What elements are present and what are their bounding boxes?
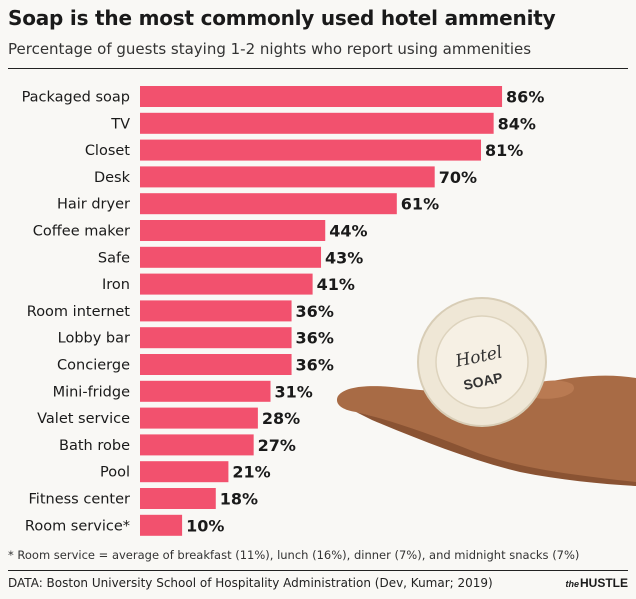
bar (140, 461, 229, 483)
bar-group: Room service* 10% (25, 514, 224, 536)
bar-group: TV 84% (110, 112, 536, 134)
footnote: * Room service = average of breakfast (1… (8, 548, 580, 562)
hand-with-soap-illustration: Hotel SOAP (336, 297, 636, 486)
publisher-logo: theHUSTLE (566, 576, 629, 590)
bar-group: Desk 70% (94, 166, 477, 188)
category-label: Mini-fridge (53, 384, 130, 400)
value-label: 36% (296, 302, 334, 321)
bar (140, 380, 271, 402)
bar (140, 407, 258, 429)
chart-subtitle: Percentage of guests staying 1-2 nights … (8, 40, 532, 58)
bar-group: Lobby bar 36% (58, 327, 334, 349)
bar (140, 220, 326, 241)
bar (140, 273, 313, 295)
bar-group: Iron 41% (102, 273, 355, 295)
bar (140, 166, 435, 188)
source-note: DATA: Boston University School of Hospit… (8, 576, 493, 590)
category-label: Room internet (27, 304, 131, 320)
category-label: Hair dryer (57, 197, 130, 213)
bar-group: Concierge 36% (57, 354, 334, 375)
category-label: Room service* (25, 518, 130, 534)
category-label: Closet (85, 143, 130, 159)
bar-group: Room internet 36% (27, 300, 334, 322)
value-label: 41% (317, 275, 355, 294)
category-label: Lobby bar (58, 331, 130, 347)
bar-group: Closet 81% (85, 139, 523, 161)
value-label: 84% (498, 114, 536, 133)
value-label: 18% (220, 490, 258, 509)
bar-group: Coffee maker 44% (33, 220, 368, 241)
value-label: 70% (439, 168, 477, 187)
logo-prefix: the (565, 579, 580, 589)
value-label: 81% (485, 141, 523, 160)
category-label: Safe (98, 250, 130, 266)
bar-group: Valet service 28% (37, 407, 300, 429)
bottom-divider (8, 570, 628, 571)
bar-group: Hair dryer 61% (57, 193, 439, 215)
bar-chart: Hotel SOAP Packaged soap 86% TV 84% Closet 81… (22, 86, 636, 536)
bar (140, 112, 494, 134)
category-label: Coffee maker (33, 224, 130, 240)
bar-group: Safe 43% (98, 246, 363, 268)
bar (140, 514, 183, 536)
value-label: 31% (275, 382, 313, 401)
category-label: Packaged soap (22, 90, 130, 106)
bar (140, 488, 216, 509)
bar-group: Fitness center 18% (29, 488, 258, 509)
value-label: 61% (401, 195, 439, 214)
category-label: Concierge (57, 358, 130, 374)
bar (140, 327, 292, 349)
bars-layer: Packaged soap 86%TV 84%Closet 81%Desk 70%Hai… (22, 86, 544, 536)
bar (140, 193, 397, 215)
value-label: 44% (329, 222, 367, 241)
top-divider (8, 68, 628, 69)
category-label: Bath robe (59, 438, 130, 454)
bar (140, 354, 292, 375)
soap-inner-ring (435, 315, 529, 409)
category-label: TV (110, 116, 130, 132)
category-label: Valet service (37, 411, 130, 427)
bar-group: Bath robe 27% (59, 434, 296, 456)
category-label: Pool (100, 465, 130, 481)
value-label: 36% (296, 329, 334, 348)
value-label: 21% (232, 463, 270, 482)
value-label: 86% (506, 88, 544, 107)
value-label: 43% (325, 248, 363, 267)
bar-group: Pool 21% (100, 461, 271, 483)
logo-name: HUSTLE (580, 576, 628, 590)
value-label: 27% (258, 436, 296, 455)
bar-group: Mini-fridge 31% (53, 380, 313, 402)
category-label: Desk (94, 170, 131, 186)
category-label: Fitness center (29, 492, 131, 508)
value-label: 28% (262, 409, 300, 428)
bar (140, 86, 503, 107)
bar (140, 434, 254, 456)
category-label: Iron (102, 277, 130, 293)
value-label: 10% (186, 516, 224, 535)
bar-group: Packaged soap 86% (22, 86, 544, 107)
bar (140, 246, 322, 268)
bar (140, 300, 292, 322)
hand-shape (336, 375, 636, 486)
chart-title: Soap is the most commonly used hotel amm… (8, 6, 556, 30)
bar (140, 139, 482, 161)
value-label: 36% (296, 356, 334, 375)
